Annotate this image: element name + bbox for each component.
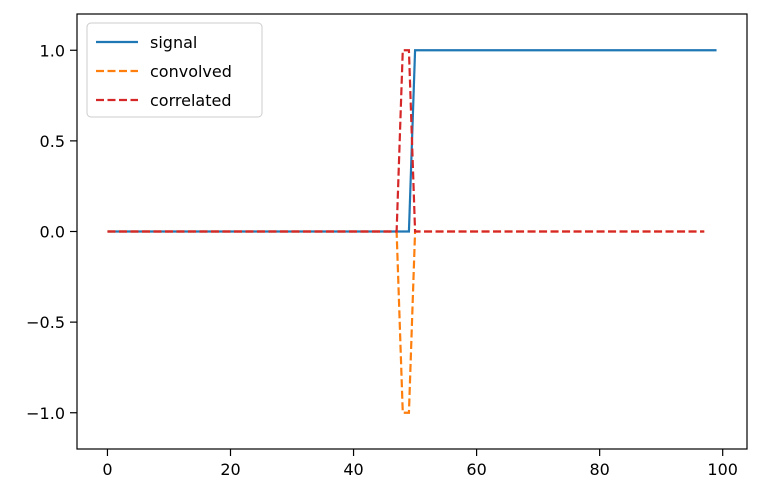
legend-label-correlated: correlated: [150, 91, 231, 110]
legend-label-convolved: convolved: [150, 62, 232, 81]
y-tick-label: 1.0: [40, 41, 65, 60]
x-tick-label: 100: [707, 460, 738, 479]
series-line-correlated: [107, 49, 705, 233]
legend-label-signal: signal: [150, 33, 197, 52]
x-tick-label: 0: [102, 460, 112, 479]
legend-box: [86, 22, 263, 118]
x-tick-label: 20: [220, 460, 240, 479]
y-axis: −1.0 −0.5 0.0 0.5 1.0: [26, 41, 77, 423]
x-tick-label: 40: [343, 460, 363, 479]
y-tick-label: −1.0: [26, 404, 65, 423]
x-tick-label: 80: [589, 460, 609, 479]
x-tick-label: 60: [466, 460, 486, 479]
y-tick-label: 0.0: [40, 223, 65, 242]
series-line-convolved: [107, 230, 705, 414]
y-tick-label: −0.5: [26, 313, 65, 332]
series-lines: [107, 49, 717, 414]
y-tick-label: 0.5: [40, 132, 65, 151]
x-axis: 0 20 40 60 80 100: [102, 449, 738, 479]
legend: signal convolved correlated: [86, 22, 263, 118]
